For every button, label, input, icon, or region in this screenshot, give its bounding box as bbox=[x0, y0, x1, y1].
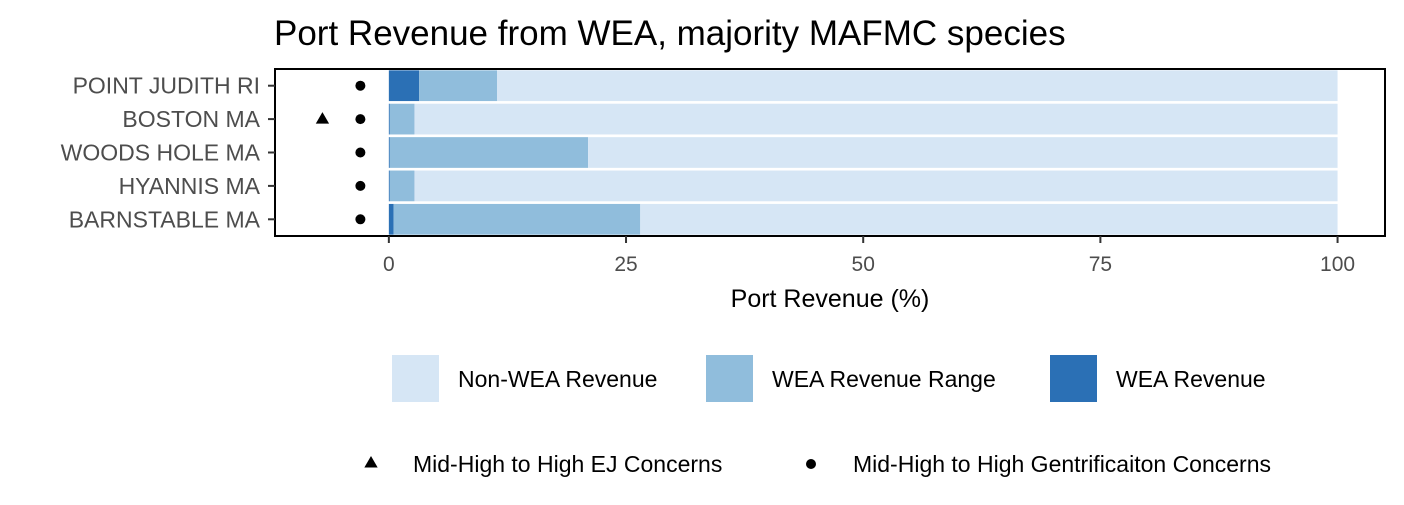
legend-label: Non-WEA Revenue bbox=[458, 366, 657, 392]
bar-segment bbox=[497, 70, 1338, 102]
bar-segment bbox=[389, 170, 415, 202]
legend-triangle-symbol bbox=[364, 456, 378, 468]
legend-label: Mid-High to High EJ Concerns bbox=[413, 451, 722, 477]
legend-key bbox=[706, 355, 753, 402]
fill-legend: Non-WEA Revenue WEA Revenue Range WEA Reve… bbox=[392, 355, 1266, 402]
bar-segment bbox=[414, 170, 1338, 202]
bar-segment bbox=[388, 103, 390, 135]
legend-label: Mid-High to High Gentrificaiton Concerns bbox=[853, 451, 1271, 477]
gentrification-concern-marker bbox=[355, 147, 366, 158]
x-tick-label: 75 bbox=[1089, 253, 1112, 276]
gentrification-concern-marker bbox=[355, 214, 366, 225]
legend-label: WEA Revenue Range bbox=[772, 366, 996, 392]
gentrification-concern-marker bbox=[355, 180, 366, 191]
ej-concern-marker bbox=[315, 112, 330, 124]
bar-segment bbox=[388, 203, 394, 235]
bar-segment bbox=[388, 170, 390, 202]
chart-title: Port Revenue from WEA, majority MAFMC sp… bbox=[274, 14, 1066, 53]
bar-segment bbox=[640, 203, 1338, 235]
x-tick-label: 100 bbox=[1320, 253, 1355, 276]
x-tick-label: 50 bbox=[852, 253, 875, 276]
legend-label: WEA Revenue bbox=[1116, 366, 1266, 392]
y-tick-label: HYANNIS MA bbox=[119, 173, 261, 199]
legend-key bbox=[1050, 355, 1097, 402]
y-tick-label: BARNSTABLE MA bbox=[69, 206, 261, 232]
y-axis: POINT JUDITH RI BOSTON MA WOODS HOLE MA HYA… bbox=[61, 73, 275, 232]
markers-layer bbox=[315, 80, 366, 225]
bar-segment bbox=[419, 70, 497, 102]
bar-segment bbox=[414, 103, 1338, 135]
y-tick-label: BOSTON MA bbox=[122, 106, 260, 132]
y-tick-label: WOODS HOLE MA bbox=[61, 140, 261, 166]
bar-segment bbox=[393, 203, 641, 235]
shape-legend: Mid-High to High EJ Concerns Mid-High to … bbox=[364, 451, 1271, 477]
gentrification-concern-marker bbox=[355, 114, 366, 125]
x-axis-title: Port Revenue (%) bbox=[731, 285, 930, 313]
bar-segment bbox=[389, 137, 589, 168]
y-tick-label: POINT JUDITH RI bbox=[73, 73, 260, 99]
x-axis: 0 25 50 75 100 bbox=[383, 236, 1355, 276]
x-tick-label: 25 bbox=[614, 253, 637, 276]
legend-key bbox=[392, 355, 439, 402]
legend-circle-symbol bbox=[806, 459, 816, 469]
bars-layer bbox=[388, 70, 1338, 235]
bar-segment bbox=[588, 137, 1338, 168]
bar-segment bbox=[388, 137, 390, 168]
bar-segment bbox=[388, 70, 420, 102]
bar-segment bbox=[389, 103, 415, 135]
x-tick-label: 0 bbox=[383, 253, 395, 276]
gentrification-concern-marker bbox=[355, 80, 366, 91]
